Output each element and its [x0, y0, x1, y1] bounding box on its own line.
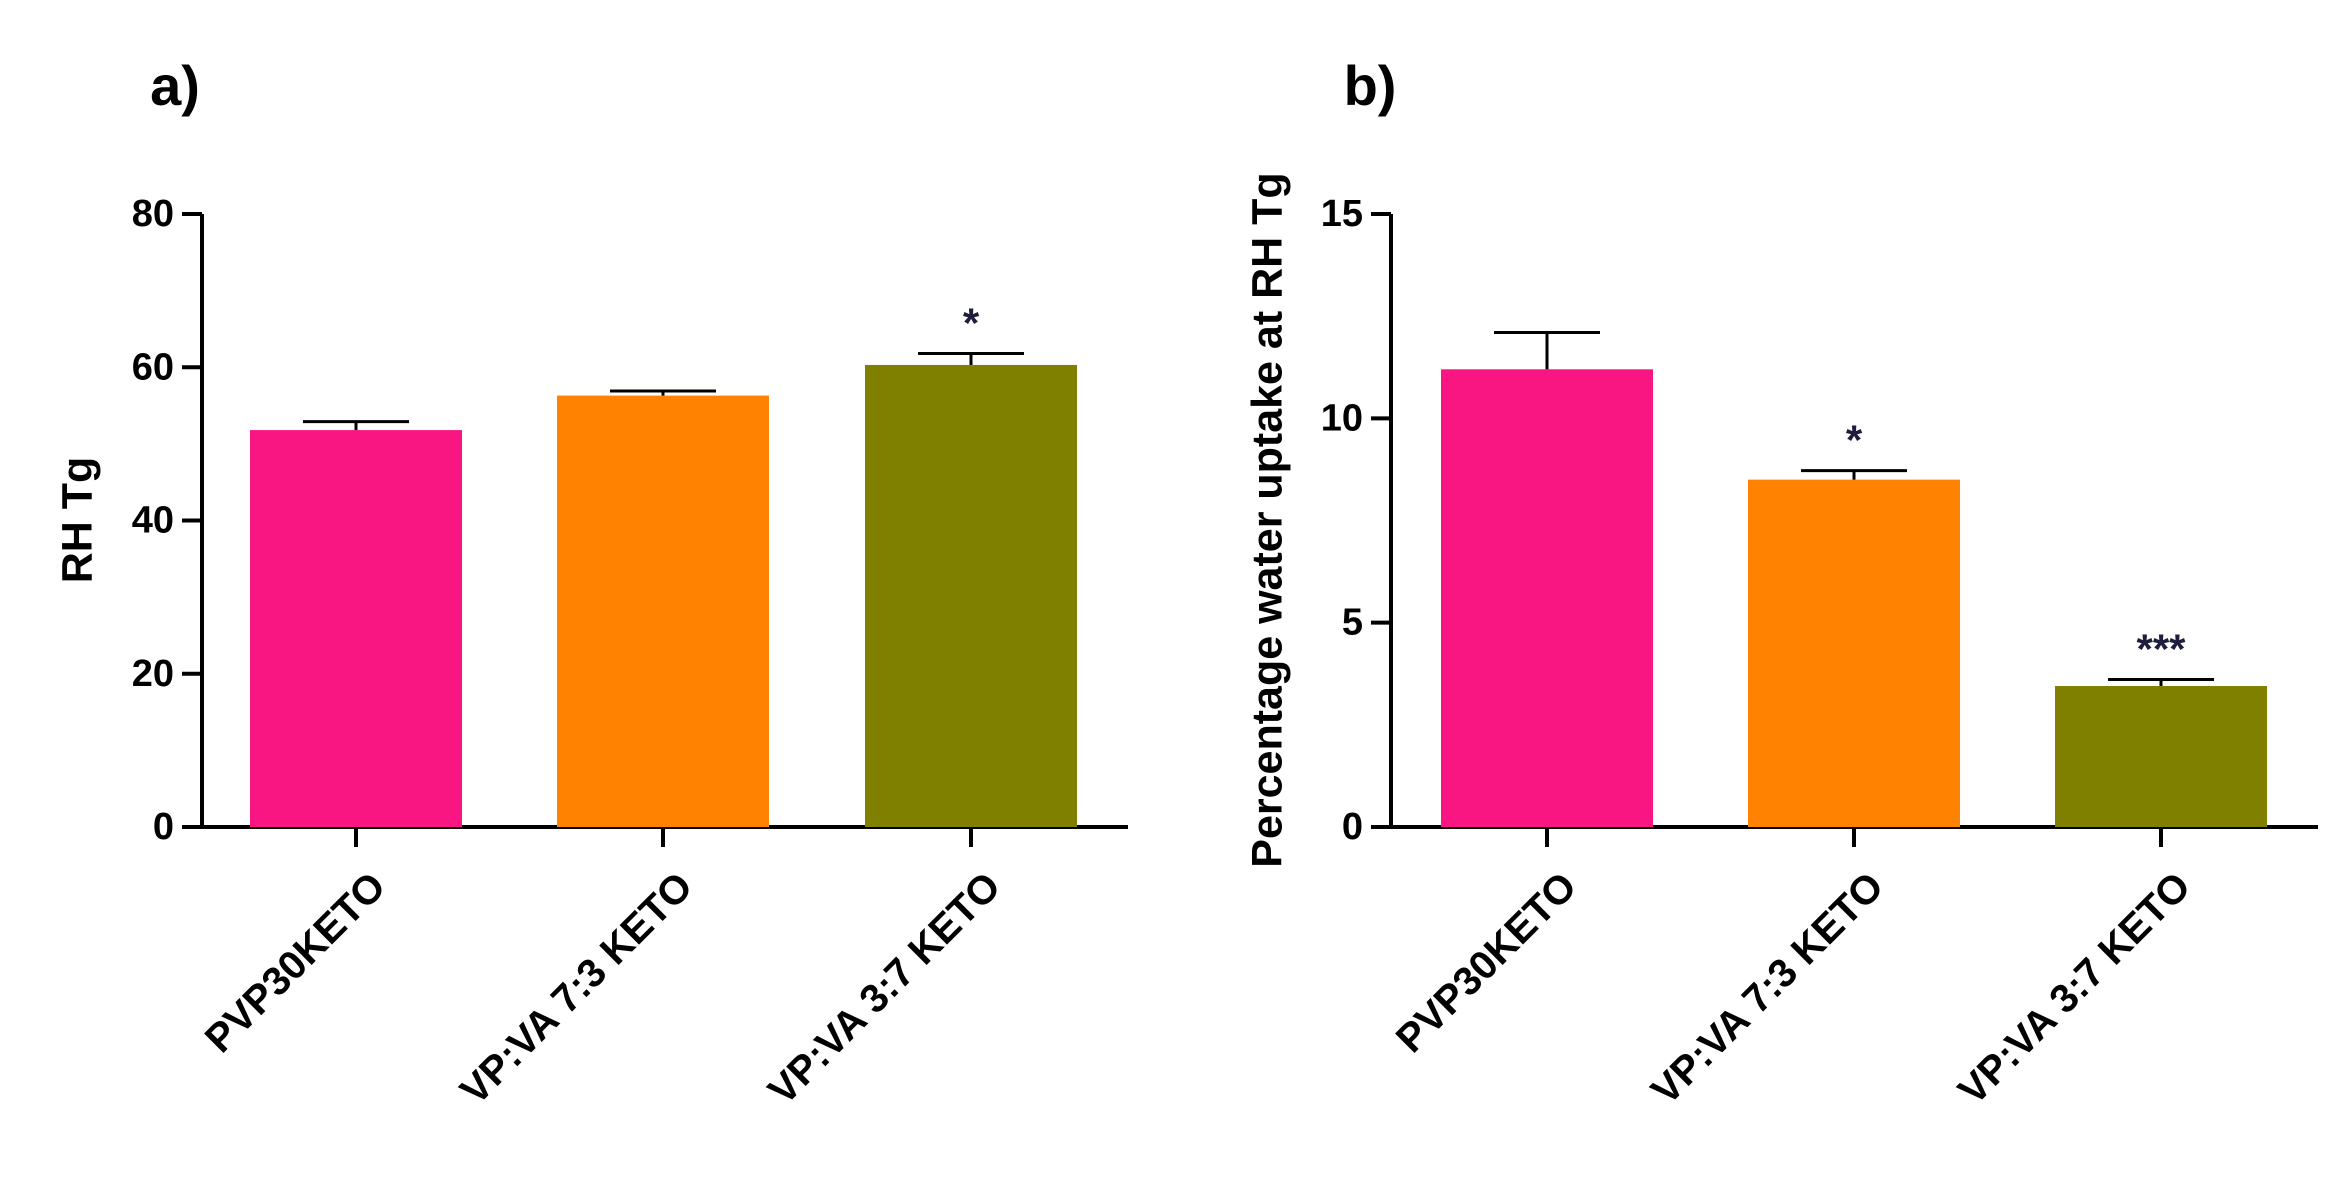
y-tick-label: 0 [153, 806, 174, 848]
chart-panel-b: b) 0 5 10 15 Percentage water uptake at RH Tg… [1243, 54, 2318, 1113]
bar-pvp30keto [250, 430, 462, 827]
panel-label: b) [1344, 54, 1397, 117]
y-axis-title: RH Tg [53, 457, 101, 584]
y-tick-label: 10 [1321, 397, 1363, 439]
x-category-label: VP:VA 3:7 KETO [760, 864, 1009, 1113]
y-tick-label: 20 [132, 653, 174, 695]
y-tick-label: 5 [1342, 602, 1363, 644]
significance-marker: * [1846, 417, 1863, 464]
x-category-label: VP:VA 7:3 KETO [1643, 864, 1892, 1113]
y-axis-title: Percentage water uptake at RH Tg [1243, 172, 1291, 867]
y-tick-label: 0 [1342, 806, 1363, 848]
x-category-label: PVP30KETO [197, 864, 394, 1061]
bar-vp-va-7-3-keto [1748, 479, 1960, 827]
y-tick-label: 15 [1321, 193, 1363, 235]
bar-vp-va-3-7-keto [2055, 686, 2267, 827]
y-tick-label: 40 [132, 500, 174, 542]
y-tick-label: 80 [132, 193, 174, 235]
x-category-label: VP:VA 3:7 KETO [1950, 864, 2199, 1113]
chart-panel-a: a) 0 20 40 60 80 RH Tg PVP30KETO VP:VA 7:3 KETO *… [53, 54, 1128, 1113]
x-category-label: PVP30KETO [1388, 864, 1585, 1061]
panel-label: a) [150, 54, 200, 117]
y-tick-label: 60 [132, 346, 174, 388]
significance-marker: *** [2136, 625, 2186, 672]
bar-pvp30keto [1441, 369, 1653, 827]
bar-vp-va-3-7-keto [865, 364, 1077, 827]
significance-marker: * [963, 299, 980, 346]
x-category-label: VP:VA 7:3 KETO [452, 864, 701, 1113]
bar-vp-va-7-3-keto [557, 395, 769, 827]
